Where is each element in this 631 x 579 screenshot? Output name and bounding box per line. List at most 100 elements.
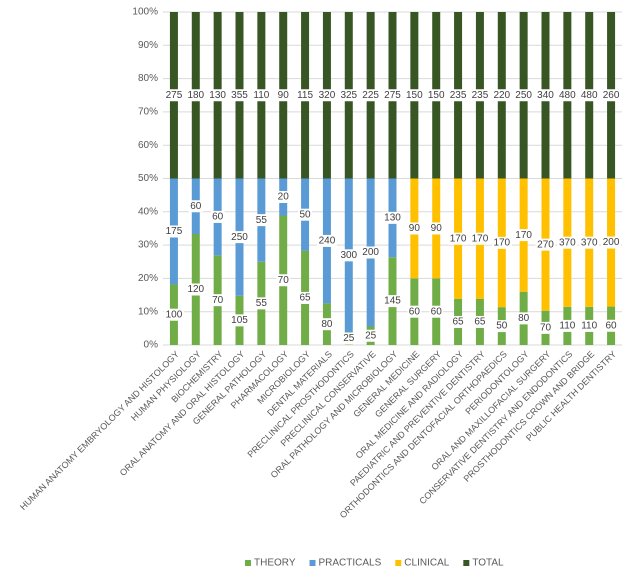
data-label: 225 [362, 90, 379, 101]
data-label-bg [229, 89, 250, 102]
data-label-bg [188, 200, 203, 213]
data-label-bg [163, 89, 184, 102]
data-label-bg [185, 283, 206, 296]
data-label: 110 [559, 321, 575, 332]
data-label-bg [451, 315, 466, 328]
data-label: 170 [472, 233, 489, 244]
data-label: 325 [340, 90, 357, 101]
data-label: 65 [300, 293, 312, 304]
y-tick-label: 90% [138, 40, 158, 51]
data-label-bg [407, 305, 422, 318]
data-label: 100 [166, 309, 183, 320]
data-label: 120 [187, 284, 204, 295]
data-label-bg [579, 89, 600, 102]
data-label: 220 [493, 90, 510, 101]
data-label: 250 [515, 90, 532, 101]
data-label-bg [382, 211, 403, 224]
data-label-bg [341, 332, 356, 345]
data-label-bg [360, 89, 381, 102]
legend-label: TOTAL [472, 558, 504, 569]
data-label: 370 [581, 237, 598, 248]
data-label-bg [469, 89, 490, 102]
data-label-bg [316, 234, 337, 247]
data-label-bg [210, 294, 225, 307]
data-label-bg [229, 314, 250, 327]
data-label: 200 [362, 247, 379, 258]
data-label: 235 [472, 90, 489, 101]
data-label-bg [254, 297, 269, 310]
data-label-bg [513, 229, 534, 242]
data-label: 110 [253, 90, 269, 101]
y-tick-label: 70% [138, 107, 158, 118]
data-label: 275 [166, 90, 183, 101]
data-label-bg [407, 222, 422, 235]
data-label: 55 [256, 298, 268, 309]
data-label-bg [404, 89, 425, 102]
data-label-bg [513, 89, 534, 102]
data-label-bg [557, 89, 578, 102]
data-label-bg [319, 318, 334, 331]
legend-swatch [309, 560, 316, 566]
data-label: 370 [559, 237, 576, 248]
data-label-bg [601, 236, 622, 249]
y-tick-label: 40% [138, 206, 158, 217]
data-label-bg [251, 89, 272, 102]
data-label-bg [185, 89, 206, 102]
data-label: 105 [231, 315, 248, 326]
data-label-bg [579, 319, 600, 332]
data-label: 115 [297, 90, 313, 101]
x-tick-label: HUMAN ANATOMY EMBRYOLOGY AND HISTOLOGY [18, 349, 181, 512]
data-label: 60 [409, 306, 421, 317]
data-label: 480 [581, 90, 598, 101]
data-label-bg [276, 89, 291, 102]
data-label-bg [382, 89, 403, 102]
data-label-bg [298, 291, 313, 304]
legend-swatch [245, 560, 251, 566]
data-label: 320 [319, 90, 336, 101]
data-label-bg [338, 249, 359, 262]
data-label: 340 [537, 90, 554, 101]
data-label-bg [426, 89, 447, 102]
data-label: 150 [428, 90, 445, 101]
data-label: 60 [190, 201, 202, 212]
data-label-bg [557, 236, 578, 249]
data-label-bg [276, 274, 291, 287]
data-label-bg [163, 225, 184, 238]
data-label: 235 [450, 90, 467, 101]
data-label: 200 [603, 237, 620, 248]
y-tick-label: 30% [138, 240, 158, 251]
data-label-bg [254, 214, 269, 227]
legend-label: CLINICAL [404, 558, 449, 569]
data-label-bg [469, 232, 490, 245]
data-label-bg [535, 89, 556, 102]
data-label: 270 [537, 239, 554, 250]
data-label-bg [298, 208, 313, 221]
data-label: 50 [496, 321, 508, 332]
data-label: 65 [453, 317, 465, 328]
data-label: 145 [384, 296, 401, 307]
data-label-bg [338, 89, 359, 102]
data-label: 180 [187, 90, 204, 101]
data-label: 170 [493, 237, 510, 248]
data-label: 130 [209, 90, 226, 101]
data-label-bg [382, 295, 403, 308]
data-label-bg [295, 89, 316, 102]
data-label: 150 [406, 90, 423, 101]
data-label: 60 [431, 306, 443, 317]
data-label: 60 [212, 212, 224, 223]
data-label: 90 [409, 223, 421, 234]
data-label: 355 [231, 90, 248, 101]
y-tick-label: 0% [144, 340, 159, 351]
data-label-bg [491, 89, 512, 102]
data-label-bg [579, 236, 600, 249]
data-label: 130 [384, 212, 401, 223]
data-label: 55 [256, 215, 268, 226]
data-label-bg [163, 308, 184, 321]
y-tick-label: 60% [138, 140, 158, 151]
data-label: 170 [450, 233, 467, 244]
data-label: 65 [474, 317, 486, 328]
data-label: 50 [300, 209, 312, 220]
data-label: 25 [343, 333, 355, 344]
data-label-bg [557, 319, 578, 332]
